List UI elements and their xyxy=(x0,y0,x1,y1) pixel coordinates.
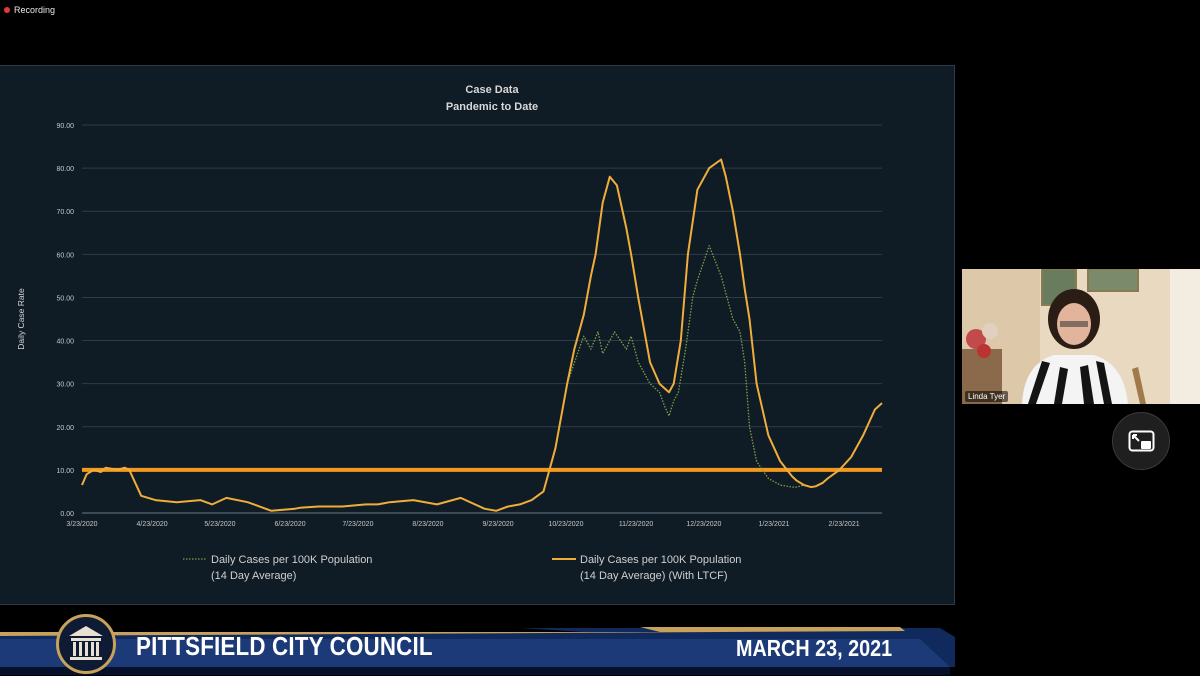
y-tick-label: 30.00 xyxy=(56,382,74,389)
meeting-date: MARCH 23, 2021 xyxy=(736,635,893,661)
y-axis-label: Daily Case Rate xyxy=(16,288,26,350)
x-tick-label: 3/23/2020 xyxy=(66,521,97,528)
chart-subtitle: Pandemic to Date xyxy=(446,101,538,113)
chart-title: Case Data xyxy=(465,84,519,96)
x-tick-label: 2/23/2021 xyxy=(829,521,860,528)
recording-dot-icon xyxy=(4,7,10,13)
x-tick-label: 11/23/2020 xyxy=(619,521,654,528)
picture-in-picture-button[interactable] xyxy=(1112,412,1170,470)
y-tick-label: 90.00 xyxy=(56,123,74,130)
case-data-chart: Case Data Pandemic to Date 0.00 10.00 20.00 3… xyxy=(16,84,883,582)
picture-in-picture-icon xyxy=(1128,430,1155,452)
x-tick-label: 1/23/2021 xyxy=(758,521,789,528)
x-tick-label: 7/23/2020 xyxy=(342,521,373,528)
y-tick-label: 20.00 xyxy=(56,425,74,432)
building-icon xyxy=(69,626,103,660)
x-tick-label: 5/23/2020 xyxy=(204,521,235,528)
x-tick-label: 10/23/2020 xyxy=(548,521,583,528)
y-tick-label: 0.00 xyxy=(60,511,74,518)
legend-label: (14 Day Average) (With LTCF) xyxy=(580,570,728,582)
x-tick-label: 6/23/2020 xyxy=(274,521,305,528)
x-tick-label: 12/23/2020 xyxy=(686,521,721,528)
y-tick-label: 60.00 xyxy=(56,252,74,259)
y-tick-label: 80.00 xyxy=(56,166,74,173)
x-tick-label: 4/23/2020 xyxy=(137,521,168,528)
y-tick-label: 40.00 xyxy=(56,339,74,346)
y-tick-label: 10.00 xyxy=(56,468,74,475)
participant-video[interactable]: Linda Tyer xyxy=(962,269,1200,404)
y-tick-label: 70.00 xyxy=(56,209,74,216)
council-title: PITTSFIELD CITY COUNCIL xyxy=(136,631,433,661)
x-tick-label: 9/23/2020 xyxy=(483,521,514,528)
recording-indicator: Recording xyxy=(4,3,55,17)
legend-label: Daily Cases per 100K Population xyxy=(580,554,741,566)
y-tick-label: 50.00 xyxy=(56,295,74,302)
recording-label: Recording xyxy=(14,5,56,15)
series-line-cases-ltcf xyxy=(81,158,883,512)
shared-slide: Case Data Pandemic to Date 0.00 10.00 20.00 3… xyxy=(0,65,955,605)
legend-label: Daily Cases per 100K Population xyxy=(211,554,372,566)
city-seal-logo xyxy=(56,614,116,674)
x-tick-label: 8/23/2020 xyxy=(412,521,443,528)
legend-label: (14 Day Average) xyxy=(211,570,296,582)
participant-video-image xyxy=(962,269,1200,404)
lower-third-banner xyxy=(0,627,955,675)
participant-name: Linda Tyer xyxy=(965,391,1009,402)
